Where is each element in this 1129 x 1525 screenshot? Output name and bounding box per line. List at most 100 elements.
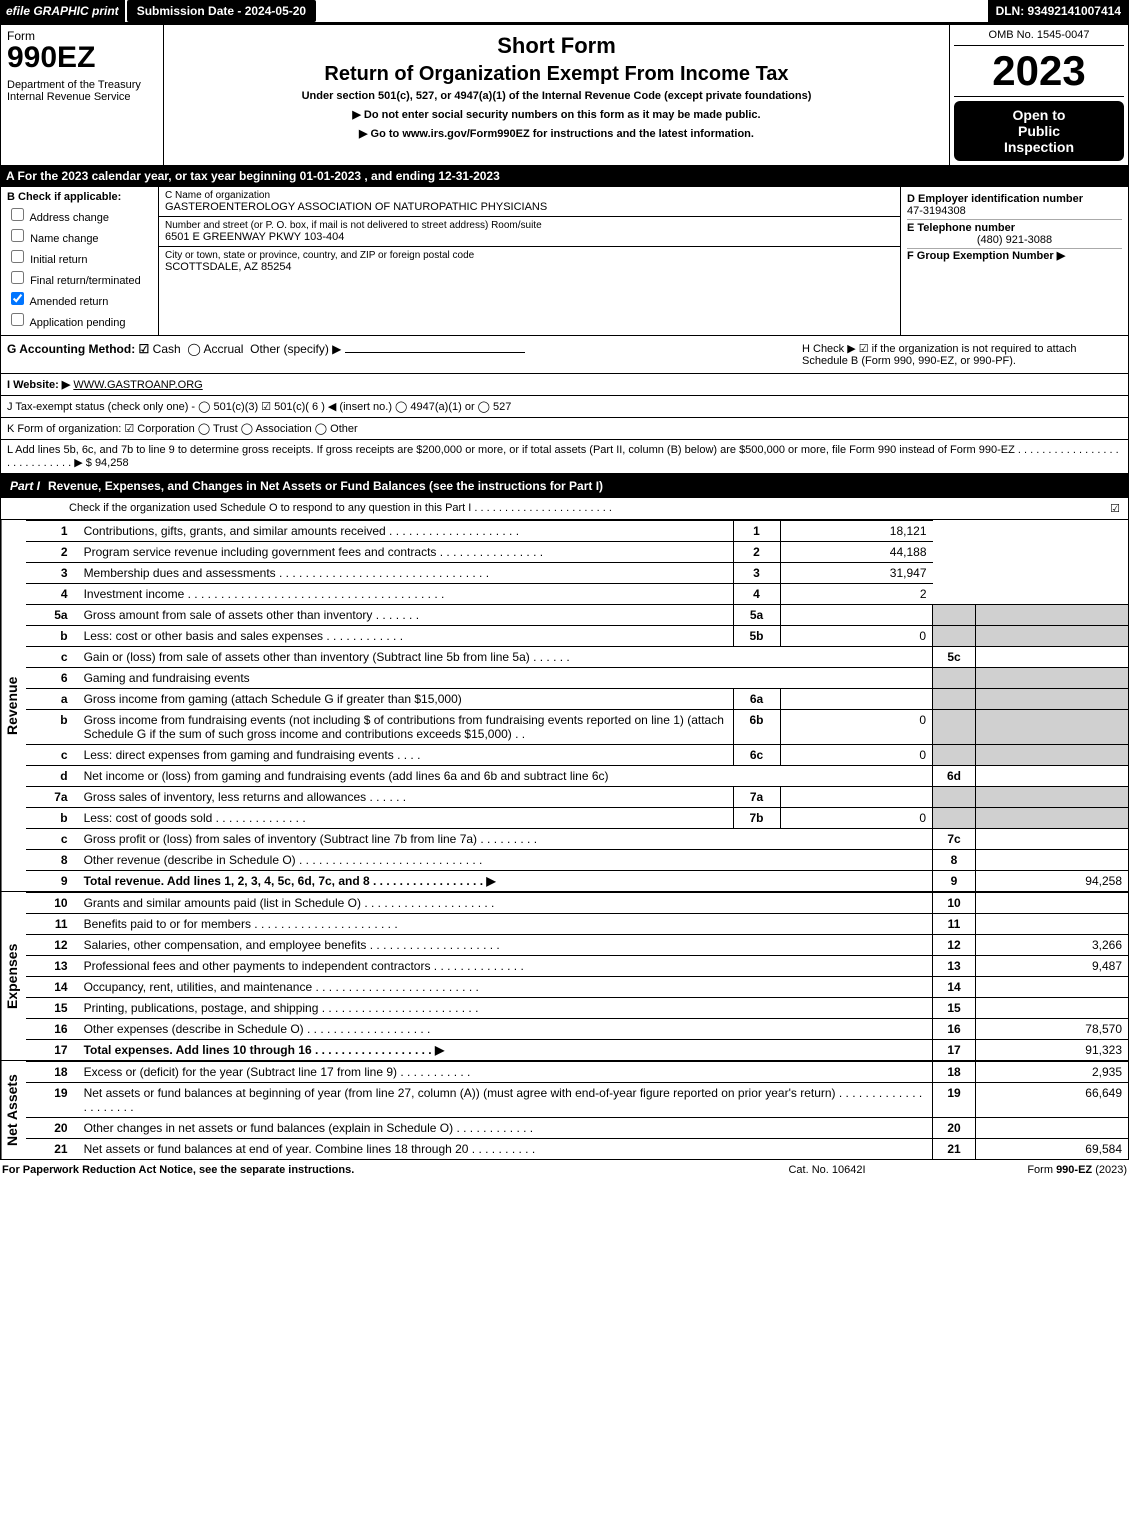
top-bar: efile GRAPHIC print Submission Date - 20… xyxy=(0,0,1129,24)
note-ssn: ▶ Do not enter social security numbers o… xyxy=(170,108,943,121)
header-right: OMB No. 1545-0047 2023 Open to Public In… xyxy=(949,25,1128,165)
ln11-val xyxy=(976,914,1129,935)
l-amount: 94,258 xyxy=(95,457,129,469)
ln18-num: 18 xyxy=(26,1062,78,1083)
ln14-val xyxy=(976,977,1129,998)
ln5c-box: 5c xyxy=(933,647,976,668)
ln1-val: 18,121 xyxy=(780,521,933,542)
ln8-val xyxy=(976,850,1129,871)
ein-value: 47-3194308 xyxy=(907,205,966,217)
b-label: B Check if applicable: xyxy=(7,191,152,203)
ln6d-text: Net income or (loss) from gaming and fun… xyxy=(78,766,933,787)
ln6d-val xyxy=(976,766,1129,787)
header-center: Short Form Return of Organization Exempt… xyxy=(164,25,949,165)
ln19-box: 19 xyxy=(933,1083,976,1118)
ln18-box: 18 xyxy=(933,1062,976,1083)
h-schedule-b: H Check ▶ ☑ if the organization is not r… xyxy=(802,342,1122,367)
chk-name-change-label: Name change xyxy=(30,233,99,245)
ln17-text: Total expenses. Add lines 10 through 16 … xyxy=(78,1040,933,1061)
ln13-num: 13 xyxy=(26,956,78,977)
revenue-table: 1Contributions, gifts, grants, and simil… xyxy=(26,520,1128,891)
ln18-val: 2,935 xyxy=(976,1062,1129,1083)
ln5b-ival: 0 xyxy=(780,626,933,647)
ln6b-text: Gross income from fundraising events (no… xyxy=(84,713,724,741)
dln-label: DLN: 93492141007414 xyxy=(988,0,1129,22)
ln2-text: Program service revenue including govern… xyxy=(78,542,733,563)
ln20-text: Other changes in net assets or fund bala… xyxy=(78,1118,933,1139)
ln12-box: 12 xyxy=(933,935,976,956)
chk-initial-return[interactable]: Initial return xyxy=(7,247,152,266)
ln6a-num: a xyxy=(26,689,78,710)
chk-final-return[interactable]: Final return/terminated xyxy=(7,268,152,287)
footer-left: For Paperwork Reduction Act Notice, see … xyxy=(2,1164,727,1176)
ln13-val: 9,487 xyxy=(976,956,1129,977)
ln5a-grey xyxy=(933,605,976,626)
ln8-text: Other revenue (describe in Schedule O) .… xyxy=(78,850,933,871)
ln7a-ival xyxy=(780,787,933,808)
department-label: Department of the Treasury Internal Reve… xyxy=(7,79,157,103)
ln14-text: Occupancy, rent, utilities, and maintena… xyxy=(78,977,933,998)
col-b-checkboxes: B Check if applicable: Address change Na… xyxy=(1,187,159,335)
ln6-text: Gaming and fundraising events xyxy=(78,668,933,689)
ln9-val: 94,258 xyxy=(976,871,1129,892)
open-line3: Inspection xyxy=(958,139,1120,155)
ln6d-num: d xyxy=(26,766,78,787)
ln5b-ibox: 5b xyxy=(733,626,780,647)
ln19-val: 66,649 xyxy=(976,1083,1129,1118)
subtitle: Under section 501(c), 527, or 4947(a)(1)… xyxy=(170,90,943,102)
row-i-website: I Website: ▶ WWW.GASTROANP.ORG xyxy=(0,374,1129,396)
chk-application-pending[interactable]: Application pending xyxy=(7,310,152,329)
chk-address-change-label: Address change xyxy=(29,212,109,224)
ln7a-greyv xyxy=(976,787,1129,808)
ln6c-num: c xyxy=(26,745,78,766)
chk-cash[interactable]: ☑ xyxy=(139,342,150,356)
ln10-box: 10 xyxy=(933,893,976,914)
ln8-box: 8 xyxy=(933,850,976,871)
c-name-label: C Name of organization xyxy=(165,190,894,201)
expenses-table: 10Grants and similar amounts paid (list … xyxy=(26,892,1128,1060)
chk-initial-return-label: Initial return xyxy=(30,254,87,266)
ln5a-ibox: 5a xyxy=(733,605,780,626)
ln6c-greyv xyxy=(976,745,1129,766)
ln6d-box: 6d xyxy=(933,766,976,787)
chk-amended-return[interactable]: Amended return xyxy=(7,289,152,308)
ln1-text: Contributions, gifts, grants, and simila… xyxy=(78,521,733,542)
ln5a-ival xyxy=(780,605,933,626)
f-group-label: F Group Exemption Number ▶ xyxy=(907,250,1065,262)
open-line1: Open to xyxy=(958,107,1120,123)
ln2-val: 44,188 xyxy=(780,542,933,563)
ln9-text: Total revenue. Add lines 1, 2, 3, 4, 5c,… xyxy=(78,871,933,892)
e-tel-label: E Telephone number xyxy=(907,222,1015,234)
chk-address-change[interactable]: Address change xyxy=(7,205,152,224)
ln16-num: 16 xyxy=(26,1019,78,1040)
chk-final-return-label: Final return/terminated xyxy=(30,275,141,287)
col-c-org-info: C Name of organization GASTEROENTEROLOGY… xyxy=(159,187,901,335)
ln20-box: 20 xyxy=(933,1118,976,1139)
chk-name-change[interactable]: Name change xyxy=(7,226,152,245)
g-label: G Accounting Method: xyxy=(7,342,135,356)
part1-checkline: Check if the organization used Schedule … xyxy=(69,502,612,515)
ln21-text: Net assets or fund balances at end of ye… xyxy=(78,1139,933,1160)
ln5a-greyv xyxy=(976,605,1129,626)
ln21-box: 21 xyxy=(933,1139,976,1160)
ln6a-ival xyxy=(780,689,933,710)
cash-label: Cash xyxy=(153,342,181,356)
ln6-greyv xyxy=(976,668,1129,689)
ln6c-grey xyxy=(933,745,976,766)
ln5c-val xyxy=(976,647,1129,668)
ln12-val: 3,266 xyxy=(976,935,1129,956)
ln20-num: 20 xyxy=(26,1118,78,1139)
ln16-text: Other expenses (describe in Schedule O) … xyxy=(78,1019,933,1040)
ln5b-greyv xyxy=(976,626,1129,647)
row-a-tax-year: A For the 2023 calendar year, or tax yea… xyxy=(0,166,1129,186)
ln5c-text: Gain or (loss) from sale of assets other… xyxy=(78,647,933,668)
part1-checkbox[interactable]: ☑ xyxy=(1110,502,1120,515)
ln5a-num: 5a xyxy=(26,605,78,626)
row-l-gross-receipts: L Add lines 5b, 6c, and 7b to line 9 to … xyxy=(0,440,1129,474)
col-d-ids: D Employer identification number 47-3194… xyxy=(901,187,1128,335)
website-url[interactable]: WWW.GASTROANP.ORG xyxy=(73,379,202,391)
ln6c-text: Less: direct expenses from gaming and fu… xyxy=(84,748,421,762)
ln11-num: 11 xyxy=(26,914,78,935)
open-line2: Public xyxy=(958,123,1120,139)
row-j-tax-exempt: J Tax-exempt status (check only one) - ◯… xyxy=(0,396,1129,418)
